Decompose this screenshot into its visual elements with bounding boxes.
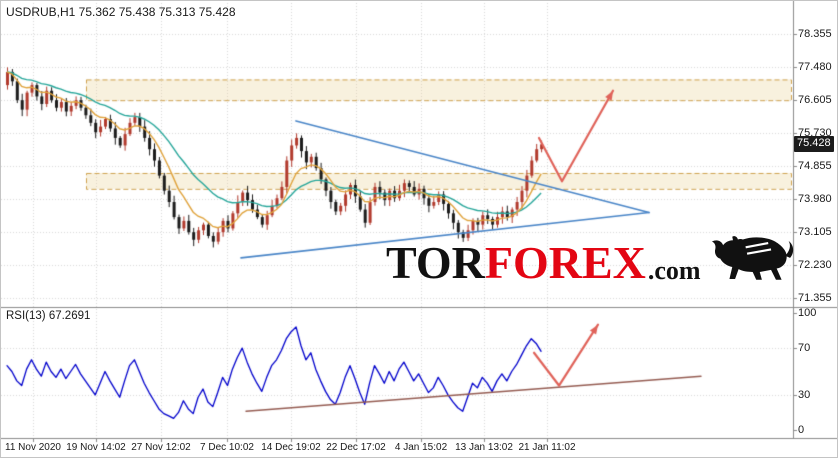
rsi-axis-label: 70 (798, 342, 811, 355)
time-axis-label: 21 Jan 11:02 (518, 442, 576, 453)
price-axis-label: 73.105 (798, 226, 832, 238)
price-axis-label: 77.480 (798, 61, 832, 73)
time-axis-label: 27 Nov 12:02 (131, 442, 191, 453)
rsi-axis-label: 30 (798, 388, 811, 401)
rsi-indicator-label: RSI(13) 67.2691 (6, 310, 91, 322)
time-axis-label: 19 Nov 14:02 (66, 442, 126, 453)
price-axis-label: 73.980 (798, 193, 832, 205)
symbol-ohlc-header: USDRUB,H1 75.362 75.438 75.313 75.428 (6, 5, 236, 19)
time-axis-label: 13 Jan 13:02 (455, 442, 513, 453)
current-price-badge: 75.428 (794, 136, 834, 153)
price-axis-label: 76.605 (798, 94, 832, 106)
price-axis-label: 78.355 (798, 28, 832, 40)
time-axis-label: 14 Dec 19:02 (261, 442, 321, 453)
time-axis-label: 7 Dec 10:02 (200, 442, 254, 453)
price-axis-label: 75.730 (798, 127, 832, 139)
watermark: TOR FOREX .com (386, 234, 795, 286)
watermark-tor-text: TOR (386, 237, 485, 288)
price-axis-label: 71.355 (798, 292, 832, 304)
bull-logo-icon (711, 236, 793, 280)
time-axis-label: 11 Nov 2020 (5, 442, 61, 453)
rsi-axis-label: 100 (798, 307, 817, 319)
price-axis-label: 72.230 (798, 259, 832, 271)
time-axis-label: 22 Dec 17:02 (326, 442, 386, 453)
time-axis-label: 4 Jan 15:02 (394, 442, 448, 453)
watermark-forex-text: FOREX (484, 237, 646, 288)
rsi-axis-label: 0 (798, 424, 805, 436)
price-axis-label: 74.855 (798, 160, 832, 172)
watermark-com-text: .com (647, 256, 701, 285)
